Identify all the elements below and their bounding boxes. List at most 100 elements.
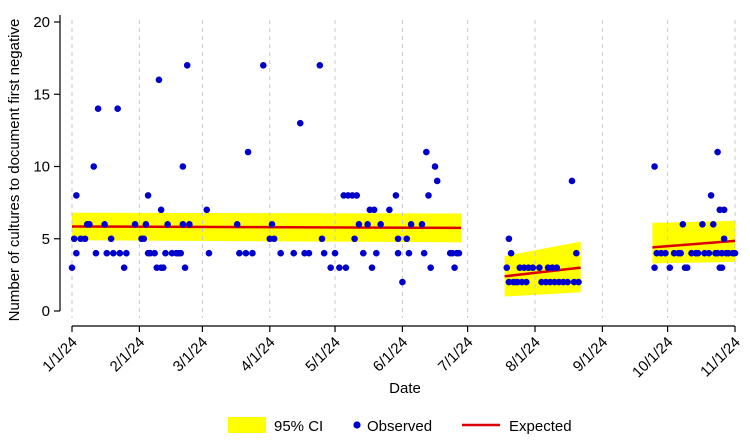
observed-point-81 [392, 192, 400, 199]
observed-point-99 [455, 249, 463, 257]
observed-point-61 [318, 235, 326, 243]
observed-point-86 [405, 249, 413, 257]
observed-point-123 [564, 278, 571, 286]
observed-point-34 [164, 221, 171, 228]
legend-ci-label: 95% CI [274, 418, 323, 435]
expected-line-2 [504, 266, 581, 278]
axis-layer: 0 5 10 15 20 1/1/24 2/1/24 3/1/24 4/1/24 5/1/24 6/… [33, 14, 744, 381]
observed-point-73 [359, 249, 367, 257]
observed-point-79 [377, 221, 384, 228]
observed-point-64 [331, 249, 339, 257]
observed-point-1 [68, 264, 76, 271]
observed-point-65 [336, 264, 343, 271]
observed-point-85 [403, 235, 411, 243]
observed-points-layer [68, 62, 739, 286]
x-tick-label-7: 7/1/24 [435, 334, 477, 376]
observed-point-150 [714, 148, 721, 156]
observed-point-48 [242, 249, 250, 257]
y-tick-label-5: 5 [42, 231, 50, 248]
observed-point-132 [662, 249, 669, 257]
observed-point-120 [553, 264, 561, 271]
observed-point-74 [364, 221, 371, 228]
observed-point-53 [268, 221, 276, 228]
y-tick-label-20: 20 [33, 14, 50, 31]
observed-point-13 [103, 249, 111, 257]
observed-point-16 [114, 105, 121, 112]
observed-point-136 [677, 249, 684, 257]
observed-point-30 [157, 206, 165, 214]
observed-point-59 [305, 249, 313, 257]
x-tick-label-3: 3/1/24 [170, 334, 212, 376]
observed-point-77 [370, 206, 378, 214]
observed-point-6 [81, 235, 89, 243]
observed-point-14 [107, 235, 115, 243]
observed-point-27 [151, 249, 158, 257]
observed-point-143 [699, 221, 706, 228]
observed-point-38 [177, 249, 184, 257]
x-tick-label-8: 8/1/24 [502, 334, 544, 376]
legend-ci-swatch [228, 417, 266, 433]
observed-point-128 [651, 163, 658, 170]
observed-point-124 [568, 177, 576, 185]
observed-point-139 [683, 264, 691, 271]
observed-point-103 [507, 249, 515, 257]
observed-point-4 [73, 249, 80, 257]
observed-point-80 [386, 206, 393, 214]
observed-point-101 [505, 235, 513, 243]
observed-point-146 [707, 192, 715, 199]
observed-point-54 [270, 235, 278, 243]
observed-point-51 [259, 62, 267, 69]
observed-point-49 [244, 148, 252, 156]
legend-observed-marker [353, 421, 361, 429]
observed-point-112 [529, 264, 537, 271]
x-tick-label-6: 6/1/24 [370, 334, 412, 376]
legend-observed-label: Observed [367, 418, 432, 435]
observed-point-47 [236, 249, 243, 257]
observed-point-126 [573, 249, 580, 257]
observed-point-91 [425, 192, 432, 199]
observed-point-29 [155, 76, 163, 84]
observed-point-12 [101, 221, 108, 228]
observed-point-147 [709, 221, 717, 228]
observed-point-92 [427, 264, 434, 271]
observed-point-90 [423, 148, 430, 156]
observed-point-133 [666, 264, 674, 271]
observed-point-62 [320, 249, 328, 257]
observed-point-18 [120, 264, 128, 271]
observed-point-78 [373, 249, 380, 257]
observed-point-11 [94, 105, 102, 112]
observed-point-156 [720, 235, 728, 243]
x-axis-title: Date [389, 380, 421, 397]
legend: 95% CI Observed Expected [228, 417, 572, 435]
observed-point-10 [92, 249, 100, 257]
observed-point-88 [418, 221, 426, 228]
x-tick-label-5: 5/1/24 [302, 334, 344, 376]
observed-point-42 [183, 62, 191, 69]
y-tick-label-0: 0 [42, 303, 50, 320]
expected-line-1 [71, 225, 462, 230]
observed-point-17 [116, 249, 124, 257]
observed-point-93 [431, 163, 439, 170]
x-tick-label-9: 9/1/24 [570, 334, 612, 376]
observed-point-160 [731, 249, 739, 257]
observed-point-63 [327, 264, 334, 271]
x-tick-label-11: 11/1/24 [697, 334, 744, 381]
observed-point-155 [720, 206, 728, 214]
observed-point-110 [523, 278, 530, 286]
observed-point-89 [420, 249, 428, 257]
observed-point-44 [203, 206, 211, 214]
observed-point-22 [140, 235, 148, 243]
observed-point-3 [73, 192, 80, 199]
observed-point-56 [290, 249, 298, 257]
observed-point-100 [503, 264, 511, 271]
observed-point-137 [679, 221, 687, 228]
observed-point-94 [433, 177, 441, 185]
y-tick-label-10: 10 [33, 159, 50, 176]
observed-point-2 [70, 235, 78, 243]
observed-point-83 [394, 249, 402, 257]
observed-point-142 [694, 249, 702, 257]
x-tick-label-4: 4/1/24 [237, 334, 279, 376]
legend-expected-label: Expected [509, 418, 572, 435]
observed-point-145 [705, 249, 713, 257]
